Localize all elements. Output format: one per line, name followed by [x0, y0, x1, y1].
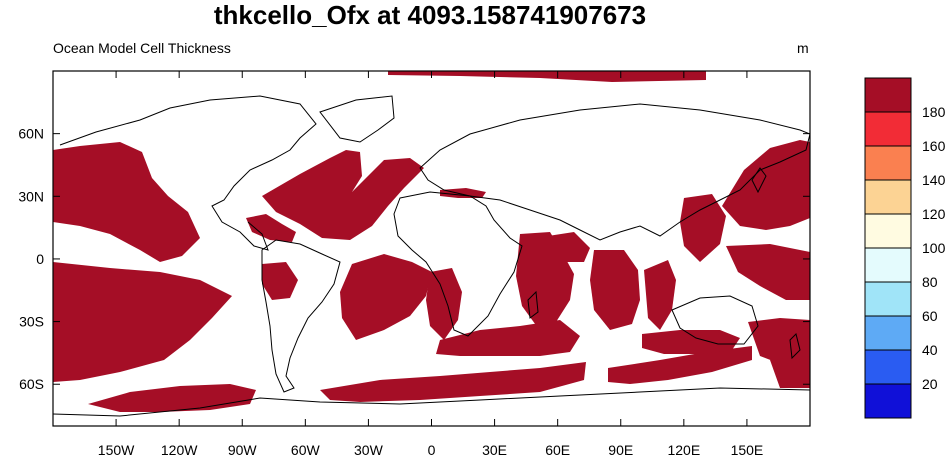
x-tick-label: 150W — [98, 442, 135, 458]
x-tick-label: 0 — [428, 442, 436, 458]
coast-australia — [671, 295, 759, 345]
coast-madagascar — [527, 290, 539, 319]
colorbar-swatch — [864, 145, 912, 181]
x-axis: 150W 120W 90W 60W 30W 0 30E 60E 90E 120E 150E — [98, 71, 763, 458]
ocean-south-atlantic — [340, 254, 432, 340]
x-tick-label: 30W — [354, 442, 384, 458]
x-tick-label: 120W — [161, 442, 198, 458]
colorbar-swatch — [864, 111, 912, 147]
coast-greenland — [319, 95, 395, 143]
x-tick-label: 90E — [608, 442, 633, 458]
map-subtitle: Ocean Model Cell Thickness — [53, 40, 231, 56]
colorbar-label: 160 — [922, 138, 946, 154]
ocean-mediterranean — [440, 188, 486, 198]
colorbar-swatch — [864, 213, 912, 249]
ocean-tasman — [748, 318, 810, 366]
colorbar-label: 100 — [922, 240, 946, 256]
ocean-central-pacific — [262, 262, 298, 300]
ocean-west-pacific-south — [726, 244, 810, 300]
coast-japan — [751, 167, 767, 194]
ocean-south-indian-band — [642, 330, 740, 354]
y-tick-label: 60N — [18, 126, 44, 142]
ocean-north-atlantic — [262, 150, 424, 240]
ocean-indian-east — [644, 260, 676, 330]
ocean-field — [53, 71, 810, 412]
ocean-scotia-band — [436, 320, 580, 356]
colorbar-swatch — [864, 77, 912, 113]
ocean-pacific-south — [53, 262, 232, 382]
colorbar-label: 20 — [922, 376, 938, 392]
ocean-southern-east — [770, 356, 810, 388]
colorbar-swatch — [864, 281, 912, 317]
colorbar-label: 80 — [922, 274, 938, 290]
x-tick-label: 90W — [228, 442, 258, 458]
colorbar: 20 40 60 80 100 120 140 160 180 — [864, 77, 946, 419]
ocean-southern-pacific — [88, 384, 256, 412]
colorbar-label: 40 — [922, 342, 938, 358]
ocean-southern-indian — [608, 346, 752, 384]
colorbar-label: 140 — [922, 172, 946, 188]
ocean-arctic — [388, 71, 706, 82]
y-tick-label: 60S — [19, 376, 44, 392]
coast-africa — [393, 191, 523, 337]
x-tick-label: 120E — [667, 442, 700, 458]
ocean-west-pacific-north — [722, 140, 810, 230]
coast-south-america — [261, 239, 341, 393]
ocean-indian-central — [590, 250, 640, 330]
y-tick-label: 30S — [19, 314, 44, 330]
ocean-south-atlantic-east — [426, 268, 462, 340]
x-tick-label: 150E — [731, 442, 764, 458]
coastlines — [53, 95, 810, 417]
units-label: m — [797, 40, 809, 56]
map-title: thkcello_Ofx at 4093.158741907673 — [213, 0, 647, 30]
y-tick-label: 0 — [36, 251, 44, 267]
coast-eurasia — [419, 103, 810, 241]
colorbar-swatch — [864, 247, 912, 283]
coast-north-america — [59, 95, 317, 251]
colorbar-label: 180 — [922, 104, 946, 120]
x-tick-label: 30E — [482, 442, 507, 458]
colorbar-label: 120 — [922, 206, 946, 222]
x-tick-label: 60W — [291, 442, 321, 458]
ocean-southern-atlantic — [320, 362, 586, 402]
coast-antarctica — [53, 387, 810, 417]
colorbar-swatch — [864, 179, 912, 215]
ocean-arabian-sea — [548, 232, 590, 262]
colorbar-swatch — [864, 383, 912, 419]
y-tick-label: 30N — [18, 188, 44, 204]
x-tick-label: 60E — [545, 442, 570, 458]
ocean-caribbean — [246, 214, 296, 242]
ocean-philippine — [680, 194, 726, 262]
y-axis: 60N 30N 0 30S 60S — [18, 126, 810, 392]
coast-new-zealand — [789, 333, 801, 360]
ocean-north-pacific-east — [53, 142, 200, 262]
colorbar-swatch — [864, 349, 912, 385]
colorbar-swatch — [864, 315, 912, 351]
colorbar-label: 60 — [922, 308, 938, 324]
